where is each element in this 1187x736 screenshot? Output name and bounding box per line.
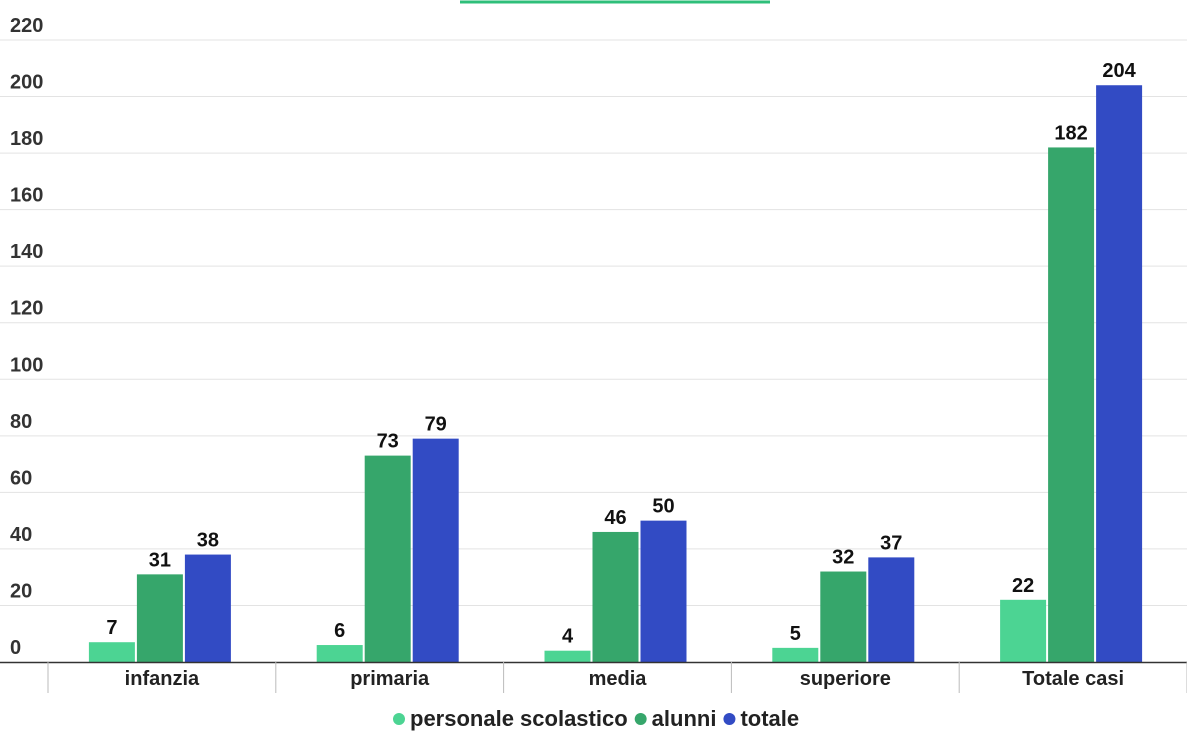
bar-alunni-Totale-casi	[1048, 147, 1095, 662]
bar-alunni-primaria	[364, 455, 411, 662]
y-tick-label: 120	[10, 298, 43, 320]
legend: personale scolastico alunni totale	[393, 706, 799, 731]
data-label: 73	[377, 431, 399, 453]
gridlines	[0, 39, 1187, 606]
data-label: 50	[652, 496, 674, 518]
x-tick-label: Totale casi	[1022, 668, 1124, 690]
y-tick-label: 80	[10, 411, 32, 433]
data-label: 46	[604, 507, 626, 529]
bar-alunni-media	[592, 531, 639, 662]
data-label: 204	[1102, 60, 1136, 82]
data-label: 4	[562, 626, 574, 648]
x-tick-label: media	[589, 668, 648, 690]
x-axis: infanzia primaria media superiore Totale cas…	[0, 661, 1187, 693]
data-label: 38	[197, 530, 219, 552]
bar-personale-scolastico-media	[544, 650, 591, 662]
y-tick-label: 160	[10, 185, 43, 207]
y-tick-label: 100	[10, 354, 43, 376]
y-tick-label: 220	[10, 15, 43, 37]
y-tick-label: 20	[10, 580, 32, 602]
y-tick-label: 200	[10, 72, 43, 94]
y-tick-label: 40	[10, 524, 32, 546]
bar-totale-media	[640, 520, 687, 662]
y-axis-ticks: 0 20 40 60 80 100 120 140 160 180 200 220	[10, 15, 43, 659]
bar-totale-Totale-casi	[1096, 85, 1143, 662]
x-tick-label: infanzia	[125, 668, 200, 690]
legend-marker	[393, 713, 405, 725]
data-label: 79	[425, 414, 447, 436]
bar-alunni-infanzia	[136, 574, 183, 662]
bar-totale-primaria	[412, 438, 459, 662]
legend-label: alunni	[652, 706, 717, 731]
y-tick-label: 180	[10, 128, 43, 150]
bar-personale-scolastico-infanzia	[88, 642, 135, 662]
bar-personale-scolastico-Totale-casi	[1000, 599, 1047, 662]
x-tick-label: superiore	[800, 668, 891, 690]
y-tick-label: 140	[10, 241, 43, 263]
data-label: 5	[790, 623, 801, 645]
data-label: 22	[1012, 575, 1034, 597]
data-label: 32	[832, 547, 854, 569]
legend-label: totale	[740, 706, 799, 731]
bar-totale-superiore	[868, 557, 915, 662]
bars	[88, 85, 1143, 662]
data-label: 6	[334, 620, 345, 642]
bar-personale-scolastico-superiore	[772, 647, 819, 662]
x-tick-label: primaria	[350, 668, 430, 690]
data-labels: 7 31 38 6 73 79 4 46 50 5 32 37 22 182 204	[106, 60, 1136, 647]
legend-label: personale scolastico	[410, 706, 628, 731]
y-tick-label: 0	[10, 637, 21, 659]
bar-alunni-superiore	[820, 571, 867, 662]
data-label: 7	[106, 617, 117, 639]
bar-totale-infanzia	[184, 554, 231, 662]
data-label: 31	[149, 549, 171, 571]
legend-marker	[723, 713, 736, 725]
y-tick-label: 60	[10, 467, 32, 489]
bar-personale-scolastico-primaria	[316, 645, 363, 662]
legend-marker	[634, 713, 647, 725]
data-label: 37	[880, 532, 902, 554]
data-label: 182	[1054, 122, 1087, 144]
